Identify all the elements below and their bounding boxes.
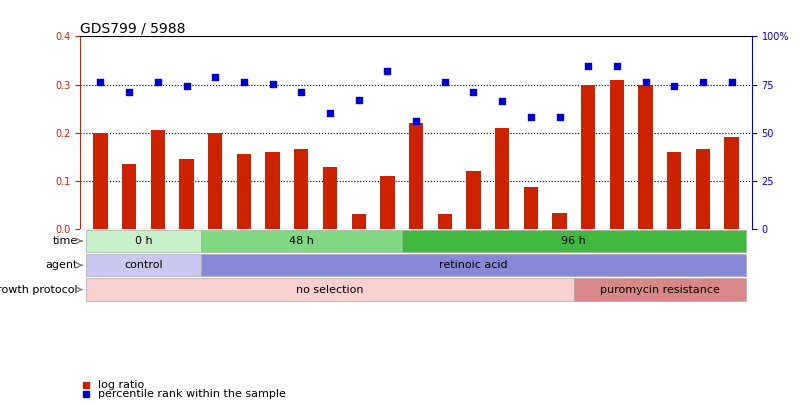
Point — [695, 79, 708, 85]
Bar — [495, 128, 508, 229]
Point — [237, 79, 250, 85]
Bar — [581, 85, 595, 229]
Point — [94, 79, 107, 85]
Point — [609, 63, 622, 70]
Bar — [201, 230, 402, 252]
Bar — [609, 80, 623, 229]
Point — [180, 82, 193, 89]
Bar — [323, 167, 336, 229]
Bar — [402, 230, 745, 252]
Text: puromycin resistance: puromycin resistance — [599, 285, 719, 294]
Point — [667, 82, 680, 89]
Bar — [86, 230, 201, 252]
Point — [467, 89, 479, 96]
Bar — [695, 149, 709, 229]
Point — [266, 80, 279, 87]
Point — [409, 117, 422, 124]
Bar — [265, 152, 279, 229]
Point — [123, 89, 136, 96]
Text: no selection: no selection — [296, 285, 363, 294]
Bar — [437, 214, 451, 229]
Bar — [201, 254, 745, 277]
Bar — [409, 123, 422, 229]
Text: log ratio: log ratio — [99, 380, 145, 390]
Bar — [638, 85, 652, 229]
Point — [495, 98, 508, 104]
Point — [209, 74, 222, 81]
Bar — [150, 130, 165, 229]
Point — [524, 114, 536, 121]
Bar — [573, 278, 745, 301]
Bar — [208, 133, 222, 229]
Point — [724, 79, 737, 85]
Point — [352, 97, 365, 103]
Point — [381, 68, 393, 75]
Text: agent: agent — [45, 260, 77, 270]
Bar — [236, 154, 251, 229]
Bar — [351, 214, 365, 229]
Point — [581, 63, 594, 70]
Text: percentile rank within the sample: percentile rank within the sample — [99, 389, 286, 399]
Text: GDS799 / 5988: GDS799 / 5988 — [80, 21, 185, 35]
Text: growth protocol: growth protocol — [0, 285, 77, 294]
Bar — [86, 278, 573, 301]
Bar — [380, 176, 394, 229]
Point — [552, 114, 565, 121]
Bar — [466, 171, 480, 229]
Text: retinoic acid: retinoic acid — [438, 260, 507, 270]
Text: 0 h: 0 h — [135, 236, 152, 246]
Bar — [724, 137, 738, 229]
Bar — [122, 164, 137, 229]
Point — [438, 79, 450, 85]
Bar — [179, 159, 194, 229]
Bar — [86, 254, 201, 277]
Text: time: time — [52, 236, 77, 246]
Bar — [552, 213, 566, 229]
Point — [323, 110, 336, 117]
Point — [638, 79, 651, 85]
Bar — [666, 152, 681, 229]
Bar — [294, 149, 308, 229]
Point — [295, 89, 308, 96]
Text: 96 h: 96 h — [560, 236, 585, 246]
Text: 48 h: 48 h — [288, 236, 313, 246]
Text: control: control — [124, 260, 163, 270]
Bar — [523, 186, 537, 229]
Bar — [93, 133, 108, 229]
Point — [151, 79, 164, 85]
